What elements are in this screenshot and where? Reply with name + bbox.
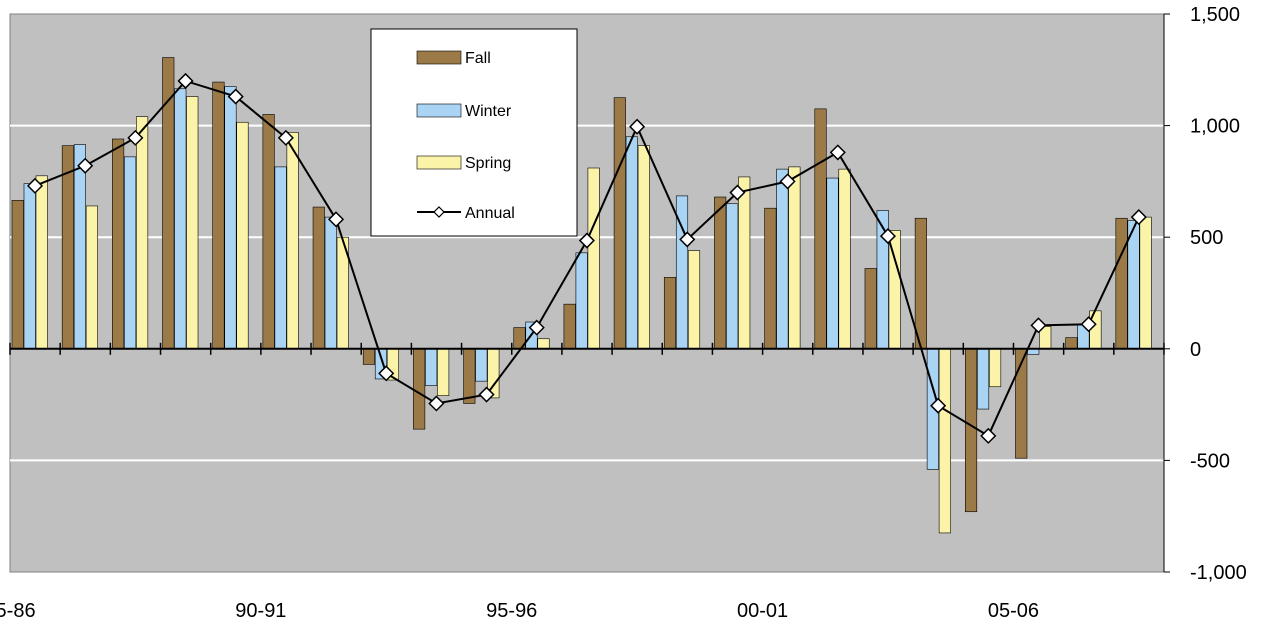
annual-point <box>277 129 294 146</box>
bar-spring <box>85 205 98 350</box>
x-tick-label: 90-91 <box>235 600 286 622</box>
bar-fall <box>463 348 476 404</box>
bar-fall <box>1065 337 1078 350</box>
bar-winter <box>23 183 36 350</box>
annual-point <box>1030 317 1047 334</box>
legend-box <box>370 28 578 237</box>
bar-fall <box>413 348 426 430</box>
annual-point <box>227 88 244 105</box>
bar-fall <box>262 114 275 350</box>
annual-point <box>980 427 997 444</box>
legend-label-spring: Spring <box>465 155 511 172</box>
annual-point <box>327 211 345 228</box>
bar-fall <box>965 348 978 513</box>
bar-winter <box>174 88 187 350</box>
bar-winter <box>977 348 990 410</box>
annual-point <box>930 397 947 414</box>
y-tick-label: -500 <box>1190 450 1230 472</box>
bar-spring <box>788 166 801 350</box>
bar-fall <box>563 303 576 350</box>
y-tick-label: 0 <box>1190 339 1201 361</box>
bar-spring <box>938 348 951 534</box>
x-tick-label: 05-06 <box>988 600 1039 622</box>
bar-spring <box>35 175 48 350</box>
bar-winter <box>575 252 588 350</box>
bar-fall <box>613 97 626 350</box>
annual-point <box>879 228 897 245</box>
bar-winter <box>425 348 438 386</box>
bar-fall <box>11 200 24 350</box>
bar-fall <box>914 217 927 350</box>
annual-point <box>578 232 595 249</box>
bar-fall <box>61 145 74 350</box>
bar-fall <box>864 268 877 350</box>
annual-point <box>629 118 646 135</box>
bar-spring <box>286 131 299 350</box>
annual-point <box>779 173 796 190</box>
bar-winter <box>726 203 739 350</box>
bar-winter <box>776 168 789 350</box>
legend-swatch-fall <box>416 50 462 65</box>
legend-marker-annual <box>433 206 445 218</box>
annual-point <box>528 319 545 336</box>
bar-winter <box>124 156 137 350</box>
bar-winter <box>1127 220 1140 350</box>
bar-spring <box>989 348 1002 388</box>
bar-spring <box>1139 216 1152 350</box>
bar-winter <box>274 166 287 350</box>
annual-point <box>26 177 44 194</box>
bar-spring <box>738 176 751 350</box>
bar-fall <box>362 348 376 365</box>
bar-spring <box>687 250 701 350</box>
bar-fall <box>663 277 677 350</box>
bar-fall <box>112 138 125 350</box>
bar-winter <box>324 216 337 350</box>
bar-fall <box>1115 217 1128 350</box>
y-tick-label: 1,500 <box>1190 4 1240 26</box>
legend-label-fall: Fall <box>465 50 491 67</box>
bar-winter <box>625 136 638 350</box>
bar-fall <box>764 207 777 350</box>
annual-point <box>378 365 395 382</box>
annual-point <box>127 129 144 146</box>
annual-point <box>829 144 846 161</box>
legend-label-annual: Annual <box>465 205 515 222</box>
bar-fall <box>212 81 225 350</box>
bar-winter <box>826 177 839 350</box>
annual-point <box>679 231 696 248</box>
bar-spring <box>136 116 149 350</box>
bar-fall <box>714 196 727 350</box>
bar-winter <box>475 348 488 382</box>
legend: Fall Winter Spring Annual <box>370 28 578 237</box>
annual-point <box>729 184 746 201</box>
bar-spring <box>537 338 550 350</box>
bar-spring <box>437 348 450 396</box>
annual-point <box>1080 316 1097 333</box>
bar-spring <box>186 96 199 350</box>
bar-fall <box>814 108 827 350</box>
annual-point <box>478 386 495 403</box>
annual-point <box>428 395 445 412</box>
annual-point <box>1130 209 1147 226</box>
bar-spring <box>637 145 650 350</box>
x-tick-label: 85-86 <box>0 600 36 622</box>
legend-swatch-spring <box>416 155 462 170</box>
bar-spring <box>587 167 600 350</box>
x-tick-label: 95-96 <box>486 600 537 622</box>
y-tick-label: -1,000 <box>1190 562 1247 584</box>
y-tick-label: 1,000 <box>1190 116 1240 138</box>
x-tick-label: 00-01 <box>737 600 788 622</box>
y-tick-label: 500 <box>1190 227 1223 249</box>
bar-winter <box>224 86 237 350</box>
bar-fall <box>312 206 325 350</box>
annual-point <box>77 157 94 174</box>
annual-point <box>177 72 194 90</box>
bar-spring <box>838 168 851 350</box>
legend-swatch-winter <box>416 103 462 118</box>
bar-winter <box>73 144 86 350</box>
legend-label-winter: Winter <box>465 103 512 120</box>
bar-spring <box>236 121 249 350</box>
